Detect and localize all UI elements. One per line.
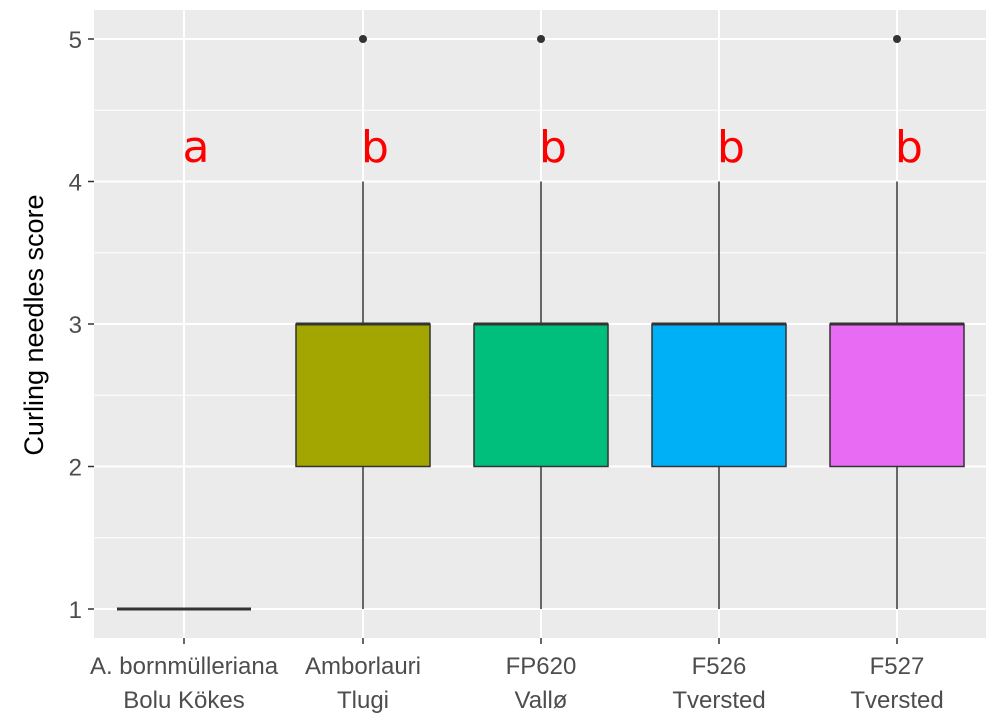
y-tick-label: 3 <box>69 312 82 339</box>
x-tick-label-line2: Tlugi <box>337 687 389 714</box>
y-axis: 1 2 3 4 5 <box>69 27 94 624</box>
significance-letter: a <box>183 122 210 173</box>
outlier-point <box>537 35 545 43</box>
box-group: b <box>829 35 965 609</box>
x-tick-label-line1: F526 <box>692 653 747 680</box>
box <box>829 323 965 468</box>
box <box>295 323 431 468</box>
significance-letter: b <box>361 122 389 173</box>
x-tick-label-line2: Tversted <box>672 687 765 714</box>
outlier-point <box>893 35 901 43</box>
x-tick-label-line2: Vallø <box>515 687 568 714</box>
x-axis: A. bornmülleriana Bolu Kökes Amborlauri Tlu… <box>90 638 944 714</box>
x-tick-label-line2: Tversted <box>850 687 943 714</box>
y-tick-label: 1 <box>69 597 82 624</box>
y-tick-label: 2 <box>69 455 82 482</box>
significance-letter: b <box>895 122 923 173</box>
y-tick-label: 4 <box>69 170 82 197</box>
significance-letter: b <box>717 122 745 173</box>
box-group: a <box>117 122 251 611</box>
y-axis-title: Curling needles score <box>19 194 49 455</box>
x-tick-label-line2: Bolu Kökes <box>123 687 244 714</box>
outlier-point <box>359 35 367 43</box>
y-tick-label: 5 <box>69 27 82 54</box>
box <box>651 323 787 468</box>
x-tick-label-line1: FP620 <box>506 653 577 680</box>
box-group: b <box>651 122 787 609</box>
box-group: b <box>295 35 431 609</box>
x-tick-label-line1: A. bornmülleriana <box>90 653 279 680</box>
x-tick-label-line1: Amborlauri <box>305 653 421 680</box>
box <box>473 323 609 468</box>
box-group: b <box>473 35 609 609</box>
x-tick-label-line1: F527 <box>870 653 925 680</box>
significance-letter: b <box>539 122 567 173</box>
